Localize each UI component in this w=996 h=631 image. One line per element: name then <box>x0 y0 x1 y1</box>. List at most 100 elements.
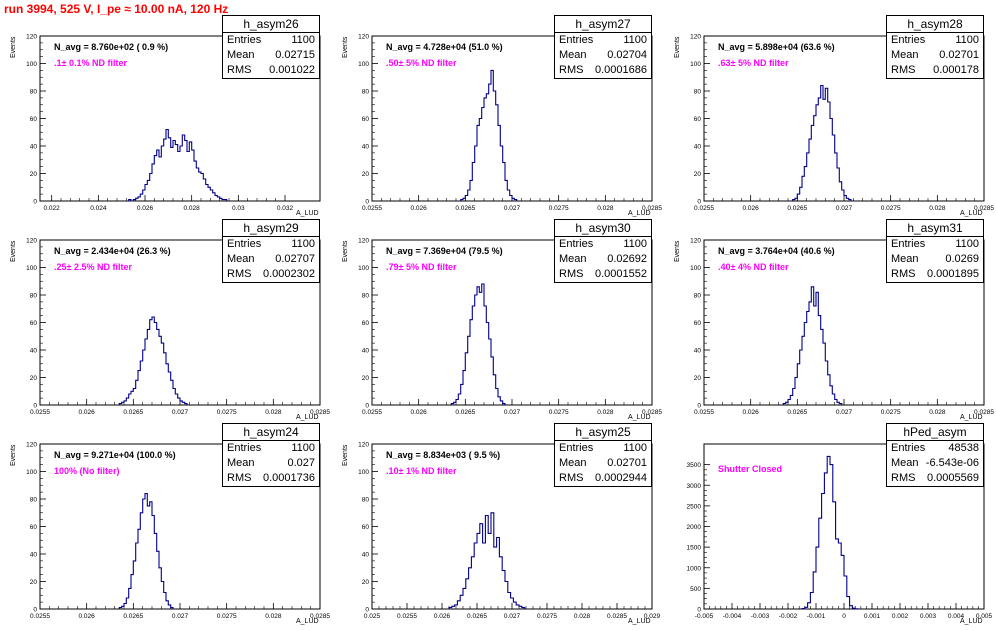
x-axis-label: A_LUD <box>296 210 319 217</box>
stats-label-entries: Entries <box>227 238 262 250</box>
y-tick-label: 3500 <box>687 462 702 469</box>
histogram-series-h_asym24 <box>118 492 174 609</box>
stats-row-mean: Mean 0.02707 <box>223 252 319 267</box>
stats-row-entries: Entries 48538 <box>887 441 983 456</box>
n-avg-label: N_avg = 2.434e+04 (26.3 %) <box>54 246 171 256</box>
x-tick-label: 0.026 <box>79 409 96 416</box>
stats-label-rms: RMS <box>227 64 252 76</box>
histogram-series-h_asym25 <box>448 512 526 609</box>
y-tick-label: 120 <box>26 238 37 245</box>
stats-value-rms: 0.000178 <box>933 64 979 76</box>
stats-label-rms: RMS <box>559 64 584 76</box>
stats-box: h_asym24 Entries 1100 Mean 0.027 RMS 0.0001736 <box>222 423 320 487</box>
x-axis-label: A_LUD <box>628 414 651 421</box>
y-tick-label: 120 <box>26 34 37 41</box>
y-tick-label: 80 <box>694 89 702 96</box>
histogram-panel-h_asym30: 0 20 40 60 80 100 120 0.0255 0.026 0.0265 0.027 0.0… <box>336 219 666 427</box>
stats-box: hPed_asym Entries 48538 Mean -6.543e-06 RMS 0.… <box>886 423 984 487</box>
histogram-plot: 0 20 40 60 80 100 120 0.0255 0.026 0.0265 0.027 0.0… <box>358 34 662 213</box>
x-axis-label: A_LUD <box>296 414 319 421</box>
y-tick-label: 60 <box>694 320 702 327</box>
y-axis-label: Events <box>342 36 349 58</box>
y-tick-label: 500 <box>690 586 701 593</box>
stats-row-mean: Mean 0.02715 <box>223 48 319 63</box>
y-axis-label: Events <box>674 36 681 58</box>
y-tick-label: 60 <box>30 524 38 531</box>
stats-label-rms: RMS <box>891 472 916 484</box>
x-tick-label: 0.027 <box>836 409 853 416</box>
x-tick-label: 0.0275 <box>881 409 901 416</box>
filter-label: .25± 2.5% ND filter <box>54 262 132 272</box>
stats-value-entries: 1100 <box>291 34 315 46</box>
stats-value-rms: 0.0005569 <box>927 472 979 484</box>
histogram-plot: 0 20 40 60 80 100 120 0.0255 0.026 0.0265 0.027 0.0… <box>358 238 662 417</box>
y-tick-label: 60 <box>30 320 38 327</box>
n-avg-label: N_avg = 8.834e+03 ( 9.5 %) <box>386 450 501 460</box>
x-tick-label: 0.0255 <box>30 613 50 620</box>
stats-value-rms: 0.0002944 <box>595 472 647 484</box>
x-tick-label: 0.026 <box>411 205 428 212</box>
stats-row-entries: Entries 1100 <box>555 441 651 456</box>
x-tick-label: 0.026 <box>137 205 154 212</box>
x-tick-label: 0.029 <box>644 613 661 620</box>
x-tick-label: 0.028 <box>597 409 614 416</box>
stats-label-rms: RMS <box>559 268 584 280</box>
x-tick-label: 0.0255 <box>362 205 382 212</box>
x-tick-label: 0.002 <box>892 613 909 620</box>
histogram-series-h_asym26 <box>128 128 228 202</box>
x-tick-label: 0.0285 <box>642 409 662 416</box>
x-tick-label: 0.0275 <box>537 613 557 620</box>
stats-row-mean: Mean 0.02701 <box>555 456 651 471</box>
filter-label: .50± 5% ND filter <box>386 58 457 68</box>
x-tick-label: 0.025 <box>364 613 381 620</box>
stats-label-mean: Mean <box>227 49 255 61</box>
histogram-plot: 0 20 40 60 80 100 120 0.025 0.0255 0.026 0.0265 0.0… <box>358 442 661 621</box>
histogram-series-h_asym30 <box>450 283 506 405</box>
y-tick-label: 80 <box>30 89 38 96</box>
stats-value-entries: 1100 <box>291 238 315 250</box>
x-tick-label: 0.0265 <box>123 409 143 416</box>
histogram-panel-h_asym29: 0 20 40 60 80 100 120 0.0255 0.026 0.0265 0.027 0.0… <box>4 219 334 427</box>
y-axis-label: Events <box>342 240 349 262</box>
x-tick-label: -0.004 <box>723 613 742 620</box>
x-tick-label: 0.024 <box>90 205 107 212</box>
stats-label-mean: Mean <box>559 457 587 469</box>
y-axis-label: Events <box>10 36 17 58</box>
histogram-plot: 0 20 40 60 80 100 120 0.0255 0.026 0.0265 0.027 0.0… <box>26 442 330 621</box>
filter-label: .63± 5% ND filter <box>718 58 789 68</box>
stats-label-rms: RMS <box>891 268 916 280</box>
stats-value-rms: 0.0002302 <box>263 268 315 280</box>
stats-label-entries: Entries <box>559 238 594 250</box>
stats-box: h_asym25 Entries 1100 Mean 0.02701 RMS 0.00029… <box>554 423 652 487</box>
stats-box: h_asym30 Entries 1100 Mean 0.02692 RMS 0.00015… <box>554 219 652 283</box>
x-tick-label: 0.027 <box>504 205 521 212</box>
x-tick-label: 0.004 <box>948 613 965 620</box>
y-tick-label: 100 <box>358 61 369 68</box>
x-tick-label: 0.028 <box>574 613 591 620</box>
stats-box: h_asym28 Entries 1100 Mean 0.02701 RMS 0.00017… <box>886 15 984 79</box>
y-tick-label: 1500 <box>687 545 702 552</box>
stats-row-rms: RMS 0.0001686 <box>555 63 651 78</box>
stats-value-mean: 0.02701 <box>607 457 647 469</box>
x-tick-label: 0.0285 <box>310 409 330 416</box>
y-axis-label: Events <box>342 444 349 466</box>
y-tick-label: 20 <box>30 579 38 586</box>
stats-label-rms: RMS <box>559 472 584 484</box>
filter-label: .1± 0.1% ND filter <box>54 58 127 68</box>
y-tick-label: 0 <box>697 199 701 206</box>
y-tick-label: 2500 <box>687 503 702 510</box>
n-avg-label: N_avg = 4.728e+04 (51.0 %) <box>386 42 503 52</box>
y-tick-label: 3000 <box>687 483 702 490</box>
x-tick-label: 0.0255 <box>362 409 382 416</box>
stats-value-rms: 0.0001552 <box>595 268 647 280</box>
x-tick-label: 0.028 <box>265 613 282 620</box>
x-tick-label: 0.022 <box>44 205 61 212</box>
stats-label-mean: Mean <box>227 457 255 469</box>
stats-value-rms: 0.001022 <box>269 64 315 76</box>
filter-label: 100% (No filter) <box>54 466 120 476</box>
y-tick-label: 0 <box>365 403 369 410</box>
stats-label-entries: Entries <box>559 34 594 46</box>
y-tick-label: 120 <box>26 442 37 449</box>
stats-row-mean: Mean 0.02704 <box>555 48 651 63</box>
x-tick-label: 0.0285 <box>642 205 662 212</box>
